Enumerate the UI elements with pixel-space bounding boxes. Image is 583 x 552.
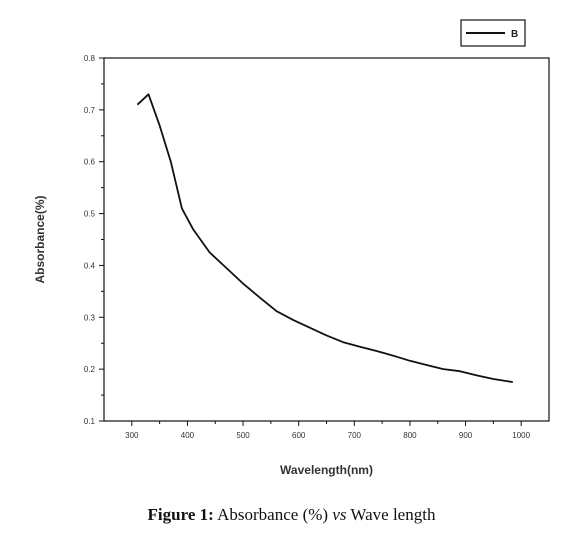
- x-tick-label: 900: [459, 431, 473, 440]
- series-layer: [136, 93, 513, 383]
- y-tick-label: 0.5: [84, 210, 96, 219]
- x-axis-label: Wavelength(nm): [280, 463, 373, 477]
- x-tick-label: 700: [348, 431, 362, 440]
- caption-vs: vs: [332, 505, 347, 524]
- y-tick-label: 0.7: [84, 106, 96, 115]
- y-axis-ticks: 0.1 0.2 0.3 0.4 0.5 0.6 0.7 0.8: [84, 54, 104, 426]
- x-tick-label: 300: [125, 431, 139, 440]
- plot-frame: [103, 57, 550, 422]
- y-tick-label: 0.2: [84, 365, 96, 374]
- caption-label: Figure 1:: [147, 505, 214, 524]
- y-tick-label: 0.8: [84, 54, 96, 63]
- x-tick-label: 1000: [512, 431, 530, 440]
- y-tick-label: 0.6: [84, 158, 96, 167]
- caption-text-1: Absorbance (%): [213, 505, 333, 524]
- chart-canvas: 300 400 500 600 700 800 900 1000 0.10.20.30.40.…: [33, 19, 550, 477]
- figure-caption: Figure 1: Absorbance (%) vs Wave length: [0, 505, 583, 525]
- series-line-B: [136, 93, 513, 383]
- y-axis-label: Absorbance(%): [33, 195, 47, 283]
- y-tick-label: 0.1: [84, 417, 96, 426]
- x-tick-label: 600: [292, 431, 306, 440]
- legend-label: B: [511, 29, 518, 40]
- caption-text-2: Wave length: [346, 505, 436, 524]
- x-axis-ticks: 300 400 500 600 700 800 900 1000: [125, 421, 531, 440]
- x-tick-label: 500: [236, 431, 250, 440]
- x-tick-label: 800: [403, 431, 417, 440]
- y-tick-label: 0.3: [84, 313, 96, 322]
- x-tick-label: 400: [181, 431, 195, 440]
- legend: B: [460, 19, 526, 47]
- y-tick-label: 0.4: [84, 261, 96, 270]
